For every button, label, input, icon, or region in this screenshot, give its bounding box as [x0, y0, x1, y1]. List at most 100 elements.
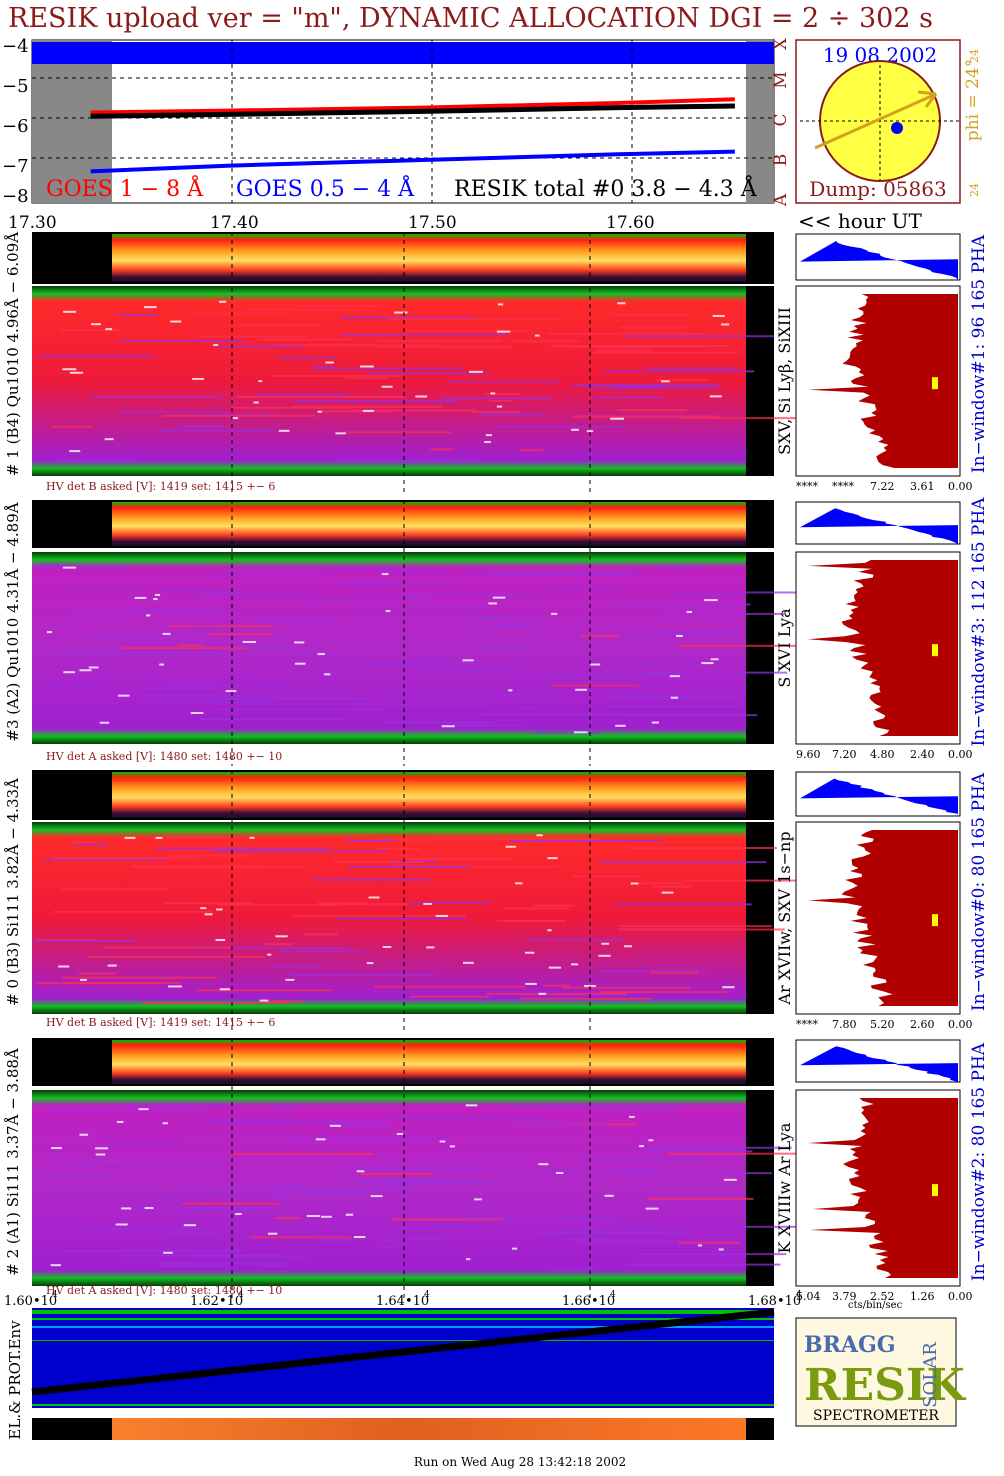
dump-number: Dump: 05863 [809, 177, 946, 201]
class-letter: X [771, 37, 791, 50]
pha-unit-label: cts/bin/sec [848, 1300, 903, 1311]
in-window-label: In−window#0: 80 165 PHA [969, 772, 989, 1011]
time-tick-label: 17.30 [8, 213, 57, 233]
detector-label: #3 (A2) Qu1010 4.31Å − 4.89Å [4, 502, 22, 741]
env-label: EL.& PROT.Env [6, 1320, 24, 1440]
count-rate-strip [112, 502, 746, 546]
data-gap-right [746, 40, 774, 203]
spectrogram-texture [34, 834, 859, 1004]
pha-tick-label: 5.20 [870, 1018, 895, 1031]
pha-tick-label: **** [832, 480, 855, 493]
ytick-label: −8 [2, 186, 29, 207]
class-letter: B [771, 154, 791, 167]
legend-resik-total: RESIK total #0 3.8 − 4.3 Å [454, 174, 758, 202]
environment-panel: EL.& PROT.Env [6, 1308, 775, 1440]
hv-status: HV det B asked [V]: 1419 set: 1415 +− 6 [46, 480, 275, 493]
detector-block-3: # 0 (B3) Si111 3.82Å − 4.33Å Ar XVIIw, SX… [4, 770, 989, 1032]
detector-label: # 1 (B4) Qu1010 4.96Å − 6.09Å [4, 232, 22, 476]
ytick-label: −7 [2, 156, 29, 177]
env-trend-line [31, 1308, 775, 1396]
series-line-2 [90, 149, 735, 174]
in-window-label: In−window#2: 80 165 PHA [969, 1042, 989, 1281]
spectrogram-texture [37, 300, 826, 462]
pha-histogram [808, 830, 958, 1006]
pha-tick-label: 9.60 [796, 748, 821, 761]
pha-small-histogram [800, 508, 958, 544]
pha-window-marker [932, 914, 938, 927]
detector-block-2: #3 (A2) Qu1010 4.31Å − 4.89Å S XVI Lya HV … [4, 497, 989, 766]
pha-tick-label: 0.00 [948, 1290, 973, 1303]
flare-position-marker [891, 122, 903, 134]
time-unit-label: << hour UT [798, 209, 922, 233]
pha-tick-label: 7.22 [870, 480, 895, 493]
phi-bottom-value: 24 [968, 183, 981, 197]
pha-tick-label: **** [796, 480, 819, 493]
phi-top-value: 24 [968, 49, 981, 63]
goes-panel: −4 −5 −6 −7 −8 X M C B A GOES 1 − 8 Å GO… [2, 36, 791, 207]
count-rate-strip [112, 772, 746, 818]
counts-tick-label: 1.64•10 [376, 1294, 429, 1309]
pha-tick-label: 0.00 [948, 748, 973, 761]
pha-tick-label: 2.60 [910, 1018, 935, 1031]
series-line-1 [90, 97, 735, 115]
goes-series [90, 97, 735, 174]
counts-tick-exponent: 4 [610, 1290, 616, 1300]
spectral-lines-label: S XVI Lya [775, 608, 794, 688]
phi-arrow [814, 92, 937, 150]
flare-class-letters: X M C B A [771, 37, 791, 207]
logo-solar: SOLAR [920, 1342, 941, 1408]
pha-tick-label: 4.80 [870, 748, 895, 761]
counts-tick-label: 1.60•10 [4, 1294, 57, 1309]
pha-tick-label: 5.04 [796, 1290, 821, 1303]
logo-bragg: BRAGG [804, 1332, 896, 1358]
pha-window-marker [932, 1184, 938, 1197]
pha-tick-label: 7.20 [832, 748, 857, 761]
detector-block-4: # 2 (A1) Si111 3.37Å − 3.88Å K XVIIIw Ar … [4, 1038, 989, 1303]
counts-tick-label: 1.68•10 [748, 1294, 801, 1309]
detector-label: # 2 (A1) Si111 3.37Å − 3.88Å [4, 1048, 22, 1276]
detector-blocks: # 1 (B4) Qu1010 4.96Å − 6.09Å SXV, Si Lyβ… [4, 232, 989, 1303]
goes-top-band [32, 42, 774, 64]
counts-tick-exponent: 4 [238, 1290, 244, 1300]
ytick-label: −6 [2, 116, 29, 137]
pha-small-histogram [800, 778, 958, 816]
pha-histogram [808, 560, 958, 736]
detector-block-1: # 1 (B4) Qu1010 4.96Å − 6.09Å SXV, Si Lyβ… [4, 232, 989, 496]
in-window-label: In−window#3: 112 165 PHA [969, 497, 989, 747]
pha-tick-label: 7.80 [832, 1018, 857, 1031]
class-letter: C [771, 113, 791, 126]
spectrogram-texture [39, 1103, 820, 1270]
spectral-lines-label: SXV, Si Lyβ, SiXIII [775, 307, 794, 455]
pha-histogram [808, 1098, 958, 1278]
goes-yticks: −4 −5 −6 −7 −8 [2, 36, 29, 207]
hv-status: HV det A asked [V]: 1480 set: 1480 +− 10 [46, 750, 282, 763]
in-window-label: In−window#1: 96 165 PHA [969, 234, 989, 473]
time-tick-label: 17.50 [408, 213, 457, 233]
pha-tick-label: 1.26 [910, 1290, 935, 1303]
series-line-3 [90, 103, 735, 119]
time-tick-label: 17.40 [210, 213, 259, 233]
pha-tick-label: 0.00 [948, 480, 973, 493]
pha-tick-label: 2.40 [910, 748, 935, 761]
class-letter: A [771, 193, 791, 207]
pha-small-histogram [800, 240, 958, 280]
count-rate-strip [112, 1040, 746, 1084]
logo-spectrometer: SPECTROMETER [813, 1408, 939, 1424]
logo-resik: RESIK [804, 1360, 966, 1411]
pha-window-marker [932, 644, 938, 657]
pha-window-marker [932, 377, 938, 390]
counts-tick-label: 1.66•10 [562, 1294, 615, 1309]
ytick-label: −5 [2, 76, 29, 97]
resik-logo: BRAGG RESIK SOLAR SPECTROMETER [795, 1317, 966, 1427]
pha-tick-label: 0.00 [948, 1018, 973, 1031]
counts-tick-exponent: 4 [796, 1290, 802, 1300]
hv-status: HV det B asked [V]: 1419 set: 1415 +− 6 [46, 1016, 275, 1029]
spectral-lines-label: K XVIIIw Ar Lya [775, 1122, 794, 1253]
count-rate-strip [112, 234, 746, 282]
hv-status: HV det A asked [V]: 1480 set: 1480 +− 10 [46, 1284, 282, 1297]
detector-label: # 0 (B3) Si111 3.82Å − 4.33Å [4, 778, 22, 1006]
pha-small-histogram [800, 1046, 958, 1082]
pha-tick-label: 3.61 [910, 480, 935, 493]
pha-tick-label: **** [796, 1018, 819, 1031]
run-footer: Run on Wed Aug 28 13:42:18 2002 [414, 1455, 626, 1469]
